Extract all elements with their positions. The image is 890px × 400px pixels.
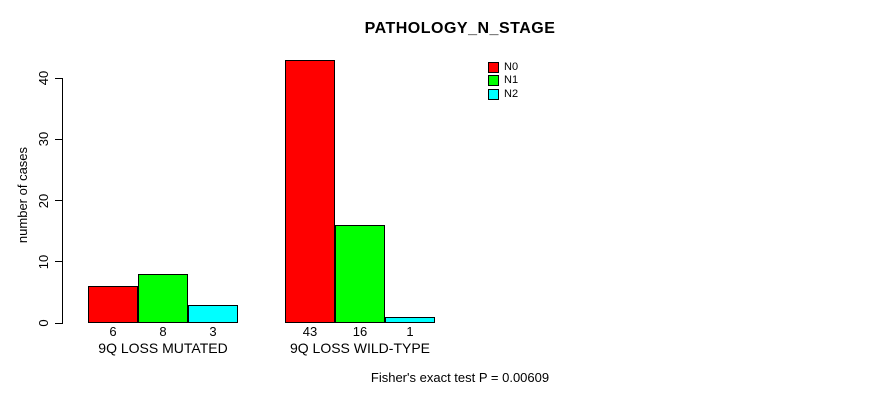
legend-row: N0 — [488, 61, 519, 74]
group-label-wildtype: 9Q LOSS WILD-TYPE — [289, 340, 431, 356]
legend-label: N1 — [504, 74, 519, 87]
group-label-mutated: 9Q LOSS MUTATED — [98, 340, 228, 356]
pvalue-annotation: Fisher's exact test P = 0.00609 — [370, 370, 550, 385]
legend-row: N1 — [488, 74, 519, 87]
y-tick-label: 20 — [36, 193, 51, 208]
bar-value-label: 43 — [302, 324, 318, 339]
y-tick-label: 10 — [36, 254, 51, 269]
bar-value-label: 3 — [209, 324, 217, 339]
bar-value-label: 6 — [109, 324, 117, 339]
legend: N0 N1 N2 — [488, 62, 518, 102]
y-axis-title: number of cases — [15, 146, 30, 244]
bar-n1-mutated — [138, 274, 188, 323]
y-tick-mark — [55, 138, 62, 140]
chart-title: PATHOLOGY_N_STAGE — [364, 20, 556, 37]
y-tick-mark — [55, 322, 62, 324]
legend-label: N0 — [504, 61, 519, 74]
legend-row: N2 — [488, 87, 519, 100]
bar-value-label: 8 — [159, 324, 167, 339]
legend-swatch-n1 — [488, 75, 499, 87]
y-tick-label: 0 — [36, 319, 51, 327]
y-tick-label: 30 — [36, 132, 51, 147]
legend-label: N2 — [504, 87, 519, 100]
y-tick-mark — [55, 77, 62, 79]
y-axis-line — [62, 78, 63, 324]
y-tick-mark — [55, 200, 62, 201]
bar-n2-mutated — [188, 305, 238, 323]
bar-n2-wildtype — [385, 317, 435, 323]
y-tick-mark — [55, 261, 62, 263]
bar-value-label: 1 — [406, 324, 414, 339]
legend-swatch-n0 — [488, 62, 499, 74]
bar-n0-wildtype — [285, 60, 335, 323]
legend-swatch-n2 — [488, 88, 499, 100]
y-tick-label: 40 — [36, 70, 51, 86]
bar-n1-wildtype — [335, 225, 385, 323]
bar-n0-mutated — [88, 286, 138, 323]
bar-value-label: 16 — [352, 324, 368, 339]
